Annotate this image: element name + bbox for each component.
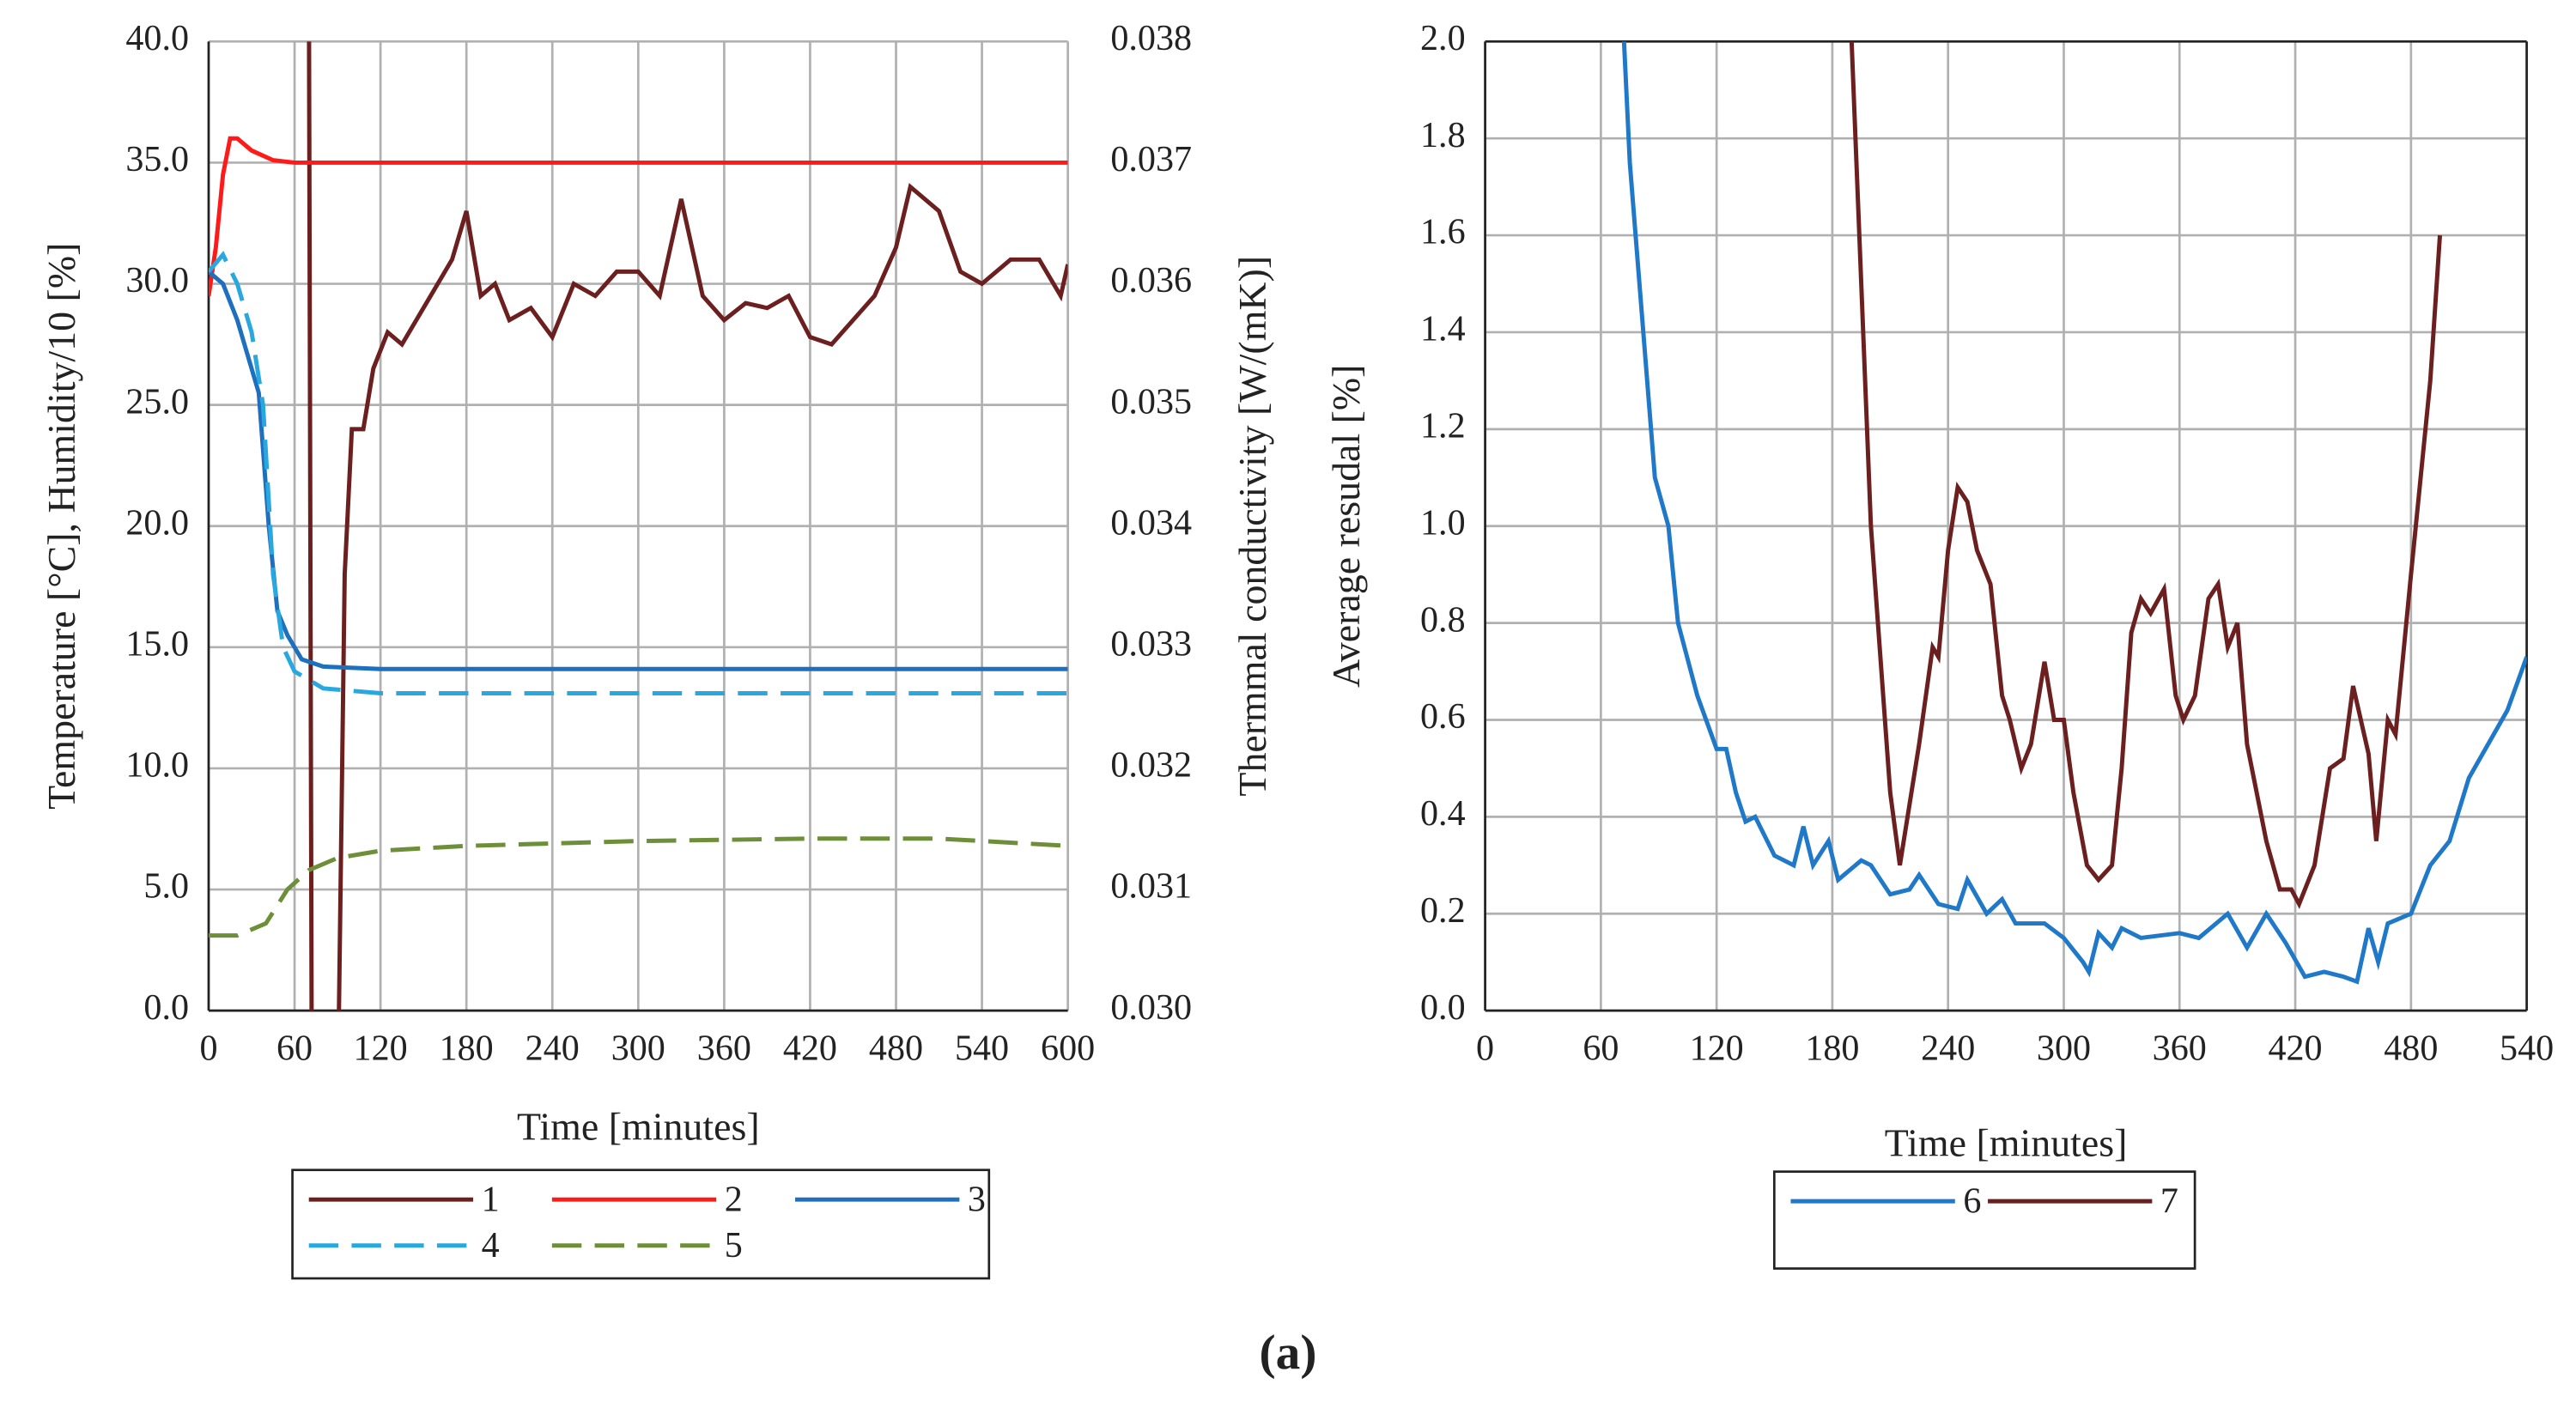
y-tick-label: 1.8 [1420, 115, 1466, 155]
x-tick-label: 360 [2153, 1029, 2207, 1069]
legend-label: 2 [725, 1180, 743, 1220]
y-tick-label: 0.0 [143, 987, 189, 1028]
x-tick-label: 600 [1041, 1029, 1095, 1069]
x-tick-label: 300 [2037, 1029, 2091, 1069]
y-tick-label: 0.8 [1420, 599, 1466, 640]
y2-tick-label: 0.032 [1110, 745, 1192, 786]
x-tick-label: 480 [869, 1029, 923, 1069]
plot-area [1621, 41, 2527, 985]
y2-tick-label: 0.034 [1110, 502, 1192, 543]
legend-label: 1 [482, 1180, 500, 1220]
legend-label: 7 [2160, 1181, 2178, 1222]
x-tick-label: 120 [354, 1029, 408, 1069]
y-tick-label: 5.0 [143, 866, 189, 907]
plot-area [208, 41, 1068, 1011]
x-tick-label: 480 [2384, 1029, 2438, 1069]
y-tick-label: 0.0 [1420, 987, 1466, 1028]
y-tick-label: 30.0 [125, 260, 189, 300]
x-tick-label: 540 [2500, 1029, 2554, 1069]
x-tick-label: 240 [1921, 1029, 1975, 1069]
y-tick-label: 0.4 [1420, 793, 1466, 834]
x-axis-label: Time [minutes] [1885, 1120, 2128, 1164]
y-tick-label: 1.6 [1420, 212, 1466, 252]
legend-label: 4 [482, 1225, 500, 1265]
x-tick-label: 300 [611, 1029, 665, 1069]
x-tick-label: 180 [1805, 1029, 1859, 1069]
series-line [1849, 41, 2443, 909]
legend-label: 3 [968, 1180, 986, 1220]
series-line [307, 41, 1068, 1011]
caption: (a) [1260, 1326, 1317, 1380]
series-line [208, 136, 1068, 297]
y2-tick-label: 0.033 [1110, 623, 1192, 664]
y2-tick-label: 0.030 [1110, 987, 1192, 1028]
x-tick-label: 420 [2268, 1029, 2322, 1069]
legend-label: 5 [725, 1225, 743, 1265]
y2-axis-label: Thermmal conductivity [W/(mK)] [1230, 256, 1274, 797]
x-tick-label: 120 [1690, 1029, 1744, 1069]
x-axis-label: Time [minutes] [517, 1104, 760, 1148]
y2-tick-label: 0.035 [1110, 381, 1192, 422]
legend-box [1772, 1170, 2196, 1270]
x-tick-label: 60 [1583, 1029, 1619, 1069]
y-tick-label: 1.4 [1420, 309, 1466, 349]
y-tick-label: 0.2 [1420, 890, 1466, 931]
y-axis-label: Temperature [°C], Humidity/10 [%] [39, 243, 83, 810]
series-line [208, 836, 1068, 938]
x-tick-label: 240 [526, 1029, 580, 1069]
y-tick-label: 25.0 [125, 381, 189, 422]
y2-tick-label: 0.031 [1110, 866, 1192, 907]
y-tick-label: 10.0 [125, 745, 189, 786]
y-tick-label: 1.0 [1420, 502, 1466, 543]
y-tick-label: 1.2 [1420, 406, 1466, 446]
x-tick-label: 60 [276, 1029, 313, 1069]
x-tick-label: 360 [697, 1029, 751, 1069]
y-tick-label: 35.0 [125, 139, 189, 179]
y-tick-label: 20.0 [125, 502, 189, 543]
y-tick-label: 2.0 [1420, 18, 1466, 58]
series-line [1621, 41, 2527, 985]
y2-tick-label: 0.036 [1110, 260, 1192, 300]
y-tick-label: 0.6 [1420, 696, 1466, 737]
y-tick-label: 15.0 [125, 623, 189, 664]
x-tick-label: 180 [440, 1029, 494, 1069]
y-axis-label: Average resudal [%] [1324, 365, 1368, 688]
x-tick-label: 540 [955, 1029, 1009, 1069]
legend-label: 6 [1963, 1181, 1981, 1222]
legend-box [291, 1168, 991, 1280]
y-tick-label: 40.0 [125, 18, 189, 58]
y2-tick-label: 0.038 [1110, 18, 1192, 58]
series-line [208, 251, 1068, 695]
y2-tick-label: 0.037 [1110, 139, 1192, 179]
x-tick-label: 0 [199, 1029, 217, 1069]
x-tick-label: 0 [1476, 1029, 1494, 1069]
x-tick-label: 420 [783, 1029, 837, 1069]
